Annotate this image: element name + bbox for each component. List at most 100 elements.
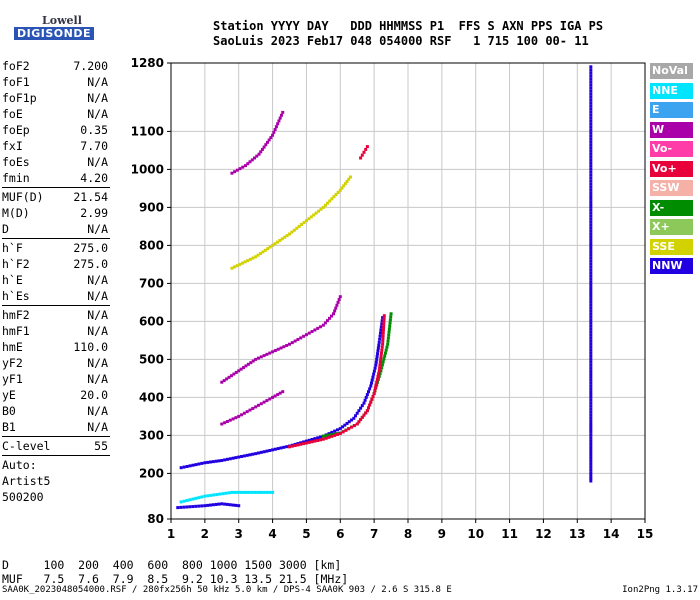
x-tick-label: 1 bbox=[167, 527, 175, 541]
echo-point bbox=[347, 177, 351, 181]
echo-point bbox=[589, 366, 593, 370]
echo-point bbox=[276, 393, 280, 397]
echo-point bbox=[242, 454, 246, 458]
echo-point bbox=[589, 259, 593, 263]
echo-point bbox=[232, 372, 236, 376]
echo-point bbox=[379, 354, 383, 358]
echo-point bbox=[274, 125, 278, 129]
echo-point bbox=[265, 490, 269, 494]
echo-point bbox=[327, 432, 331, 436]
echo-point bbox=[377, 343, 381, 347]
echo-point bbox=[228, 418, 232, 422]
echo-point bbox=[379, 351, 383, 355]
echo-point bbox=[176, 506, 180, 510]
echo-point bbox=[348, 175, 352, 179]
echo-point bbox=[206, 503, 210, 507]
x-tick-label: 6 bbox=[336, 527, 344, 541]
param-value: 55 bbox=[94, 439, 108, 453]
echo-point bbox=[589, 203, 593, 207]
echo-point bbox=[589, 448, 593, 452]
echo-point bbox=[316, 436, 320, 440]
echo-point bbox=[368, 403, 372, 407]
echo-point bbox=[237, 414, 241, 418]
echo-point bbox=[373, 389, 377, 393]
echo-point bbox=[382, 325, 386, 329]
echo-point bbox=[589, 119, 593, 123]
echo-point bbox=[589, 360, 593, 364]
echo-point bbox=[381, 316, 385, 320]
echo-point bbox=[589, 404, 593, 408]
echo-point bbox=[262, 354, 266, 358]
echo-point bbox=[233, 170, 237, 174]
echo-point bbox=[321, 205, 325, 209]
echo-point bbox=[237, 455, 241, 459]
echo-point bbox=[299, 442, 303, 446]
param-name: hmF2 bbox=[2, 308, 30, 322]
param-value: 4.20 bbox=[80, 171, 108, 185]
digisonde-logo: Lowell DIGISONDE bbox=[2, 2, 94, 42]
echo-point bbox=[345, 179, 349, 183]
echo-point bbox=[589, 229, 593, 233]
echo-point bbox=[255, 154, 259, 158]
echo-point bbox=[239, 367, 243, 371]
echo-point bbox=[589, 164, 593, 168]
echo-point bbox=[352, 416, 356, 420]
echo-point bbox=[589, 468, 593, 472]
echo-point bbox=[589, 95, 593, 99]
echo-point bbox=[273, 447, 277, 451]
echo-point bbox=[265, 140, 269, 144]
param-name: h`F2 bbox=[2, 257, 30, 271]
echo-point bbox=[341, 430, 345, 434]
echo-point bbox=[589, 140, 593, 144]
echo-point bbox=[283, 235, 287, 239]
echo-point bbox=[589, 345, 593, 349]
echo-point bbox=[276, 347, 280, 351]
param-value: 275.0 bbox=[73, 257, 108, 271]
echo-trace bbox=[589, 65, 593, 483]
param-row: hmE 110.0 bbox=[2, 339, 110, 355]
echo-point bbox=[211, 503, 215, 507]
echo-point bbox=[250, 158, 254, 162]
echo-point bbox=[299, 441, 303, 445]
echo-point bbox=[290, 444, 294, 448]
param-row: foE N/A bbox=[2, 106, 110, 122]
echo-point bbox=[263, 248, 267, 252]
echo-point bbox=[188, 498, 192, 502]
param-row: fxI 7.70 bbox=[2, 138, 110, 154]
echo-point bbox=[325, 319, 329, 323]
x-tick-label: 12 bbox=[535, 527, 552, 541]
echo-point bbox=[304, 333, 308, 337]
echo-point bbox=[589, 280, 593, 284]
echo-point bbox=[225, 419, 229, 423]
echo-point bbox=[237, 504, 241, 508]
x-axis-ticks: 1 2 3 4 5 6 7 8 9 10 11 12 13 14 15 bbox=[167, 519, 653, 541]
echo-point bbox=[589, 309, 593, 313]
echo-point bbox=[386, 339, 390, 343]
echo-point bbox=[589, 214, 593, 218]
echo-point bbox=[589, 188, 593, 192]
echo-point bbox=[285, 234, 289, 238]
echo-point bbox=[338, 427, 342, 431]
echo-point bbox=[259, 150, 263, 154]
echo-trace bbox=[288, 314, 386, 449]
echo-point bbox=[319, 438, 323, 442]
legend-item: E bbox=[650, 102, 693, 119]
echo-point bbox=[234, 370, 238, 374]
echo-point bbox=[259, 402, 263, 406]
echo-point bbox=[323, 321, 327, 325]
echo-point bbox=[244, 364, 248, 368]
echo-point bbox=[360, 415, 364, 419]
echo-point bbox=[377, 340, 381, 344]
echo-point bbox=[262, 145, 266, 149]
param-row: hmF1 N/A bbox=[2, 323, 110, 339]
echo-point bbox=[215, 493, 219, 497]
echo-point bbox=[372, 392, 376, 396]
echo-trace bbox=[176, 502, 241, 510]
param-value: N/A bbox=[87, 91, 108, 105]
echo-point bbox=[275, 240, 279, 244]
echo-point bbox=[589, 110, 593, 114]
param-row: fmin 4.20 bbox=[2, 170, 110, 186]
echo-point bbox=[240, 261, 244, 265]
echo-point bbox=[313, 437, 317, 441]
echo-point bbox=[261, 250, 265, 254]
